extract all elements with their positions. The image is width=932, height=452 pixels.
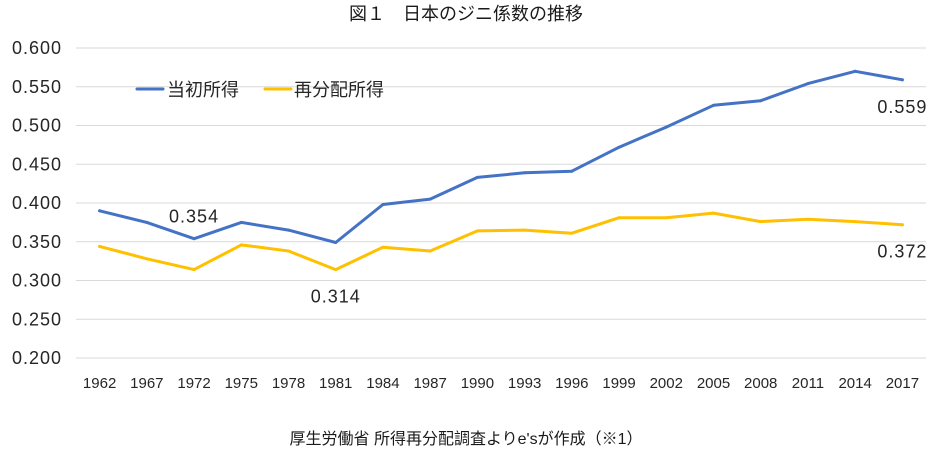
data-point-initial-income [523, 171, 527, 175]
data-point-initial-income [759, 99, 763, 103]
data-point-redistributed-income [664, 216, 668, 220]
y-tick-label: 0.200 [12, 348, 62, 368]
data-point-redistributed-income [239, 243, 243, 247]
x-tick-label: 2011 [792, 375, 824, 392]
legend-label-redistributed-income: 再分配所得 [294, 80, 384, 100]
y-tick-label: 0.300 [12, 271, 62, 291]
data-point-redistributed-income [381, 245, 385, 249]
data-point-redistributed-income [570, 231, 574, 235]
data-label-initial-income: 0.559 [877, 97, 927, 117]
data-point-redistributed-income [98, 244, 102, 248]
chart-title: 図１ 日本のジニ係数の推移 [349, 4, 583, 24]
data-point-redistributed-income [287, 249, 290, 253]
data-point-initial-income [192, 237, 196, 241]
data-label-redistributed-income: 0.314 [311, 287, 361, 307]
data-point-redistributed-income [523, 228, 527, 232]
legend-item-initial-income: 当初所得 [135, 80, 239, 100]
data-point-initial-income [570, 169, 574, 173]
data-point-initial-income [287, 228, 290, 232]
y-tick-label: 0.500 [12, 116, 62, 136]
y-tick-label: 0.450 [12, 154, 62, 174]
legend-item-redistributed-income: 再分配所得 [263, 80, 384, 100]
series-line-redistributed-income [98, 211, 904, 272]
data-point-redistributed-income [428, 249, 432, 253]
y-tick-label: 0.350 [12, 232, 62, 252]
legend: 当初所得 再分配所得 [135, 80, 384, 100]
y-tick-label: 0.250 [12, 309, 62, 329]
data-point-redistributed-income [853, 220, 857, 224]
y-tick-label: 0.550 [12, 77, 62, 97]
x-tick-label: 1999 [602, 375, 635, 392]
data-point-initial-income [428, 197, 432, 201]
y-tick-label: 0.400 [12, 193, 62, 213]
data-point-redistributed-income [475, 229, 479, 233]
x-tick-label: 1981 [319, 375, 352, 392]
data-point-initial-income [712, 103, 715, 107]
data-point-initial-income [664, 125, 668, 129]
data-point-initial-income [334, 241, 338, 245]
data-point-initial-income [98, 209, 102, 213]
y-axis-labels: 0.600 0.550 0.500 0.450 0.400 0.350 0.300 0.250… [12, 38, 62, 368]
data-point-redistributed-income [192, 268, 196, 272]
x-tick-label: 1967 [130, 375, 163, 392]
data-labels: 0.354 0.559 0.314 0.372 [169, 97, 927, 307]
x-tick-label: 1990 [461, 375, 494, 392]
data-point-initial-income [475, 175, 479, 179]
series-lines [98, 69, 904, 272]
data-point-initial-income [900, 78, 904, 82]
gridlines [76, 47, 926, 359]
x-tick-label: 1996 [555, 375, 588, 392]
data-point-initial-income [145, 220, 149, 224]
x-tick-label: 1984 [366, 375, 399, 392]
x-tick-label: 2005 [697, 375, 730, 392]
legend-label-initial-income: 当初所得 [167, 80, 239, 100]
x-tick-label: 2017 [886, 375, 919, 392]
source-note: 厚生労働省 所得再分配調査よりe'sが作成（※1） [290, 430, 643, 448]
x-tick-label: 1962 [83, 375, 116, 392]
data-label-initial-income: 0.354 [169, 207, 219, 227]
series-line-initial-income [98, 69, 904, 244]
x-tick-label: 1978 [272, 375, 305, 392]
x-tick-label: 1972 [177, 375, 210, 392]
data-point-initial-income [381, 203, 385, 207]
data-point-initial-income [617, 145, 621, 149]
x-axis-labels: 1962 1967 1972 1975 1978 1981 1984 1987 1990 1993… [83, 375, 919, 392]
data-point-redistributed-income [712, 211, 715, 215]
x-tick-label: 2002 [650, 375, 683, 392]
data-point-initial-income [853, 69, 857, 73]
data-point-initial-income [239, 220, 243, 224]
data-point-initial-income [806, 82, 810, 86]
data-point-redistributed-income [617, 216, 621, 220]
data-point-redistributed-income [900, 223, 904, 227]
data-label-redistributed-income: 0.372 [877, 242, 927, 262]
data-point-redistributed-income [334, 268, 338, 272]
x-tick-label: 1987 [413, 375, 446, 392]
x-tick-label: 2008 [744, 375, 777, 392]
x-tick-label: 1993 [508, 375, 541, 392]
data-point-redistributed-income [806, 217, 810, 221]
data-point-redistributed-income [145, 257, 149, 261]
data-point-redistributed-income [759, 220, 763, 224]
y-tick-label: 0.600 [12, 38, 62, 58]
x-tick-label: 1975 [225, 375, 258, 392]
x-tick-label: 2014 [838, 375, 871, 392]
